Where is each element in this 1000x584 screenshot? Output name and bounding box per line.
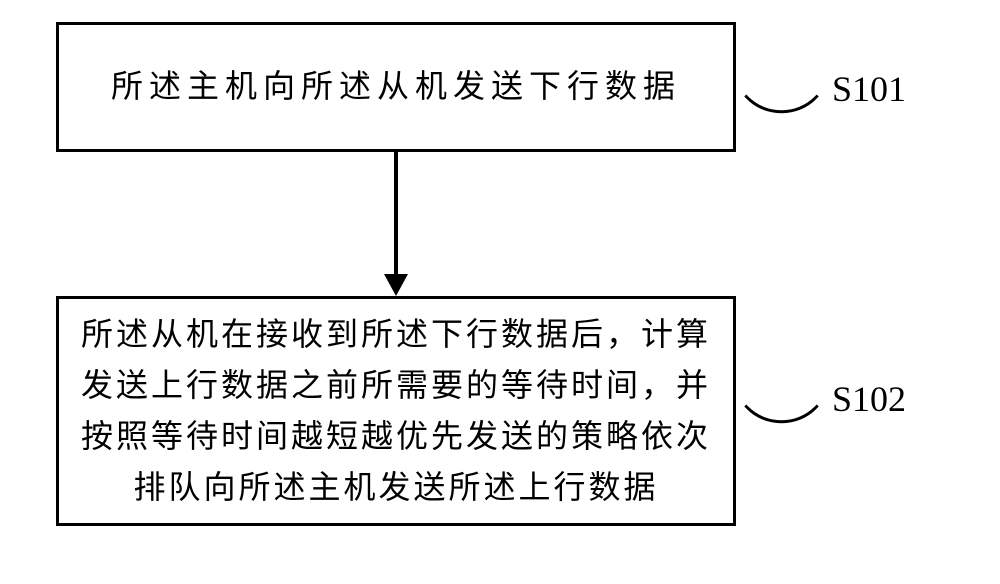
node-2-line-2: 发送上行数据之前所需要的等待时间，并 (81, 367, 711, 403)
flowchart-container: 所述主机向所述从机发送下行数据 S101 所述从机在接收到所述下行数据后，计算 … (0, 0, 1000, 584)
flowchart-node-2: 所述从机在接收到所述下行数据后，计算 发送上行数据之前所需要的等待时间，并 按照… (56, 296, 736, 526)
step-label-2: S102 (832, 378, 906, 420)
flowchart-arrow-line (394, 152, 398, 276)
flowchart-node-1: 所述主机向所述从机发送下行数据 (56, 22, 736, 152)
label-connector-arc-1 (744, 59, 819, 134)
node-1-text: 所述主机向所述从机发送下行数据 (91, 61, 701, 112)
step-label-1: S101 (832, 68, 906, 110)
node-2-line-3: 按照等待时间越短越优先发送的策略依次 (81, 418, 711, 454)
node-2-text: 所述从机在接收到所述下行数据后，计算 发送上行数据之前所需要的等待时间，并 按照… (66, 309, 726, 514)
node-2-line-4: 排队向所述主机发送所述上行数据 (133, 469, 658, 505)
flowchart-arrow-head (384, 274, 408, 296)
label-connector-arc-2 (744, 369, 819, 444)
node-2-line-1: 所述从机在接收到所述下行数据后，计算 (81, 316, 711, 352)
